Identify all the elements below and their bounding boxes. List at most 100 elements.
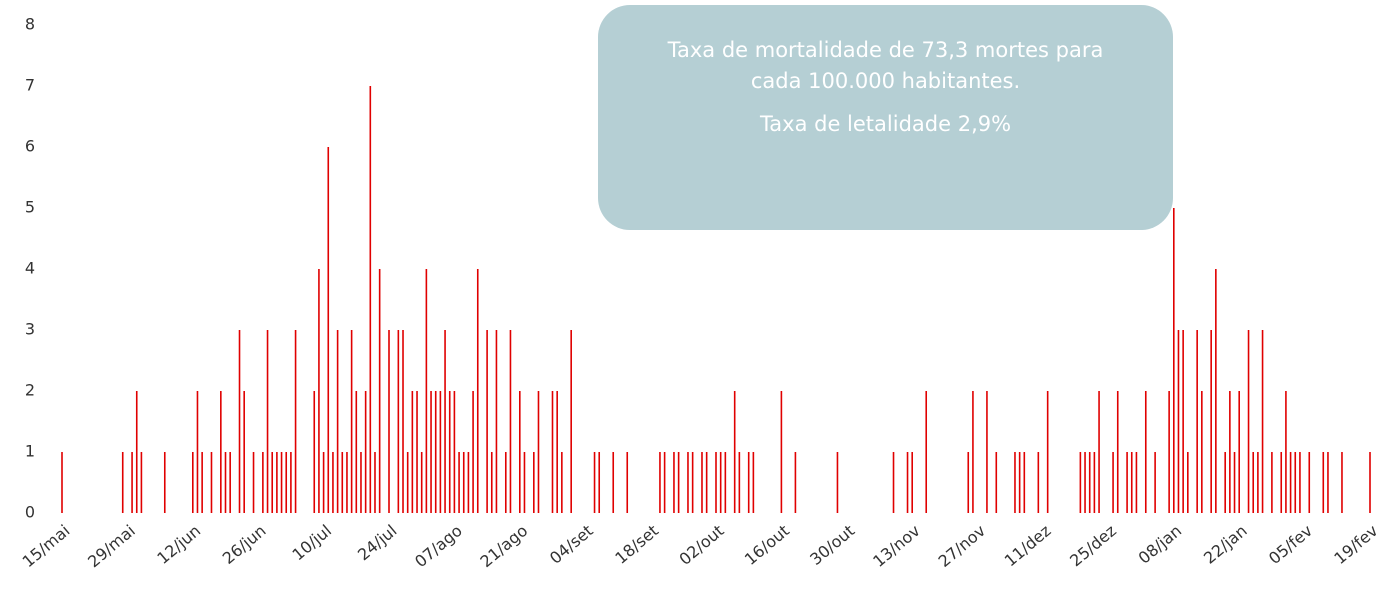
- bar: [1084, 452, 1086, 513]
- bar: [238, 330, 241, 513]
- bar: [430, 391, 432, 513]
- bar: [294, 330, 297, 513]
- bar: [733, 391, 736, 513]
- bar: [360, 452, 362, 513]
- bar: [1271, 452, 1273, 513]
- bar: [444, 330, 446, 513]
- bar: [1079, 452, 1082, 513]
- bar: [313, 391, 316, 513]
- annotation-box: Taxa de mortalidade de 73,3 mortes para …: [598, 5, 1173, 230]
- bar: [1126, 452, 1128, 513]
- bar: [967, 452, 970, 513]
- bar: [719, 452, 722, 513]
- bar: [458, 452, 460, 513]
- x-tick-label: 26/jun: [219, 521, 270, 568]
- bar: [1238, 391, 1240, 513]
- bar: [533, 452, 535, 513]
- bar: [327, 147, 330, 513]
- bar: [434, 391, 437, 513]
- bar: [509, 330, 512, 513]
- bar: [266, 330, 269, 513]
- bar: [504, 452, 507, 513]
- bar: [322, 452, 325, 513]
- x-tick-label: 02/out: [675, 521, 727, 569]
- bar: [626, 452, 629, 513]
- bar: [1215, 269, 1217, 513]
- y-tick-label: 1: [25, 442, 35, 461]
- bar: [196, 391, 199, 513]
- bar: [523, 452, 526, 513]
- bar: [724, 452, 727, 513]
- bar: [1341, 452, 1343, 513]
- bar: [561, 452, 563, 513]
- bar: [472, 391, 474, 513]
- y-tick-label: 6: [25, 137, 35, 156]
- bar: [131, 452, 133, 513]
- bar: [378, 269, 381, 513]
- bar: [663, 452, 666, 513]
- x-tick-label: 13/nov: [869, 521, 923, 571]
- bar: [420, 452, 423, 513]
- bar: [1261, 330, 1264, 513]
- bar: [1280, 452, 1283, 513]
- bar: [276, 452, 278, 513]
- bar: [1257, 452, 1259, 513]
- bar: [551, 391, 554, 513]
- bar: [425, 269, 428, 513]
- bar: [495, 330, 498, 513]
- bar: [1135, 452, 1138, 513]
- bar: [406, 452, 409, 513]
- x-tick-label: 15/mai: [19, 521, 74, 571]
- y-tick-label: 8: [25, 15, 35, 34]
- bar: [836, 452, 839, 513]
- x-tick-label: 10/jul: [289, 521, 336, 564]
- bar: [1023, 452, 1026, 513]
- x-tick-label: 16/out: [741, 521, 793, 569]
- bar: [1201, 391, 1203, 513]
- bar: [986, 391, 988, 513]
- bar: [1229, 391, 1231, 513]
- bar: [402, 330, 404, 513]
- bar: [262, 452, 264, 513]
- bar: [794, 452, 797, 513]
- bar: [701, 452, 703, 513]
- bar: [163, 452, 166, 513]
- bar: [346, 452, 348, 513]
- bar: [140, 452, 143, 513]
- x-tick-label: 08/jan: [1135, 521, 1186, 568]
- bar: [1327, 452, 1329, 513]
- x-tick-label: 30/out: [806, 521, 858, 569]
- y-tick-label: 0: [25, 503, 35, 522]
- bar: [1294, 452, 1297, 513]
- bar: [519, 391, 521, 513]
- bar: [673, 452, 675, 513]
- x-tick-label: 27/nov: [935, 521, 989, 571]
- bar: [229, 452, 231, 513]
- bar: [336, 330, 339, 513]
- x-tick-label: 05/fev: [1265, 521, 1316, 568]
- bar: [1154, 452, 1156, 513]
- bar: [210, 452, 213, 513]
- bar: [1173, 208, 1175, 513]
- bar: [1168, 391, 1170, 513]
- bar: [911, 452, 913, 513]
- bar: [556, 391, 558, 513]
- bar: [355, 391, 358, 513]
- bar: [1177, 330, 1180, 513]
- bar: [1088, 452, 1091, 513]
- bar: [280, 452, 283, 513]
- bar: [416, 391, 418, 513]
- bar: [243, 391, 245, 513]
- bar: [1187, 452, 1189, 513]
- bar: [1210, 330, 1212, 513]
- x-tick-label: 19/fev: [1330, 521, 1381, 568]
- bar: [570, 330, 572, 513]
- bar: [462, 452, 465, 513]
- bar: [201, 452, 203, 513]
- bar: [439, 391, 442, 513]
- bar: [467, 452, 470, 513]
- bar: [1233, 452, 1236, 513]
- bar: [290, 452, 292, 513]
